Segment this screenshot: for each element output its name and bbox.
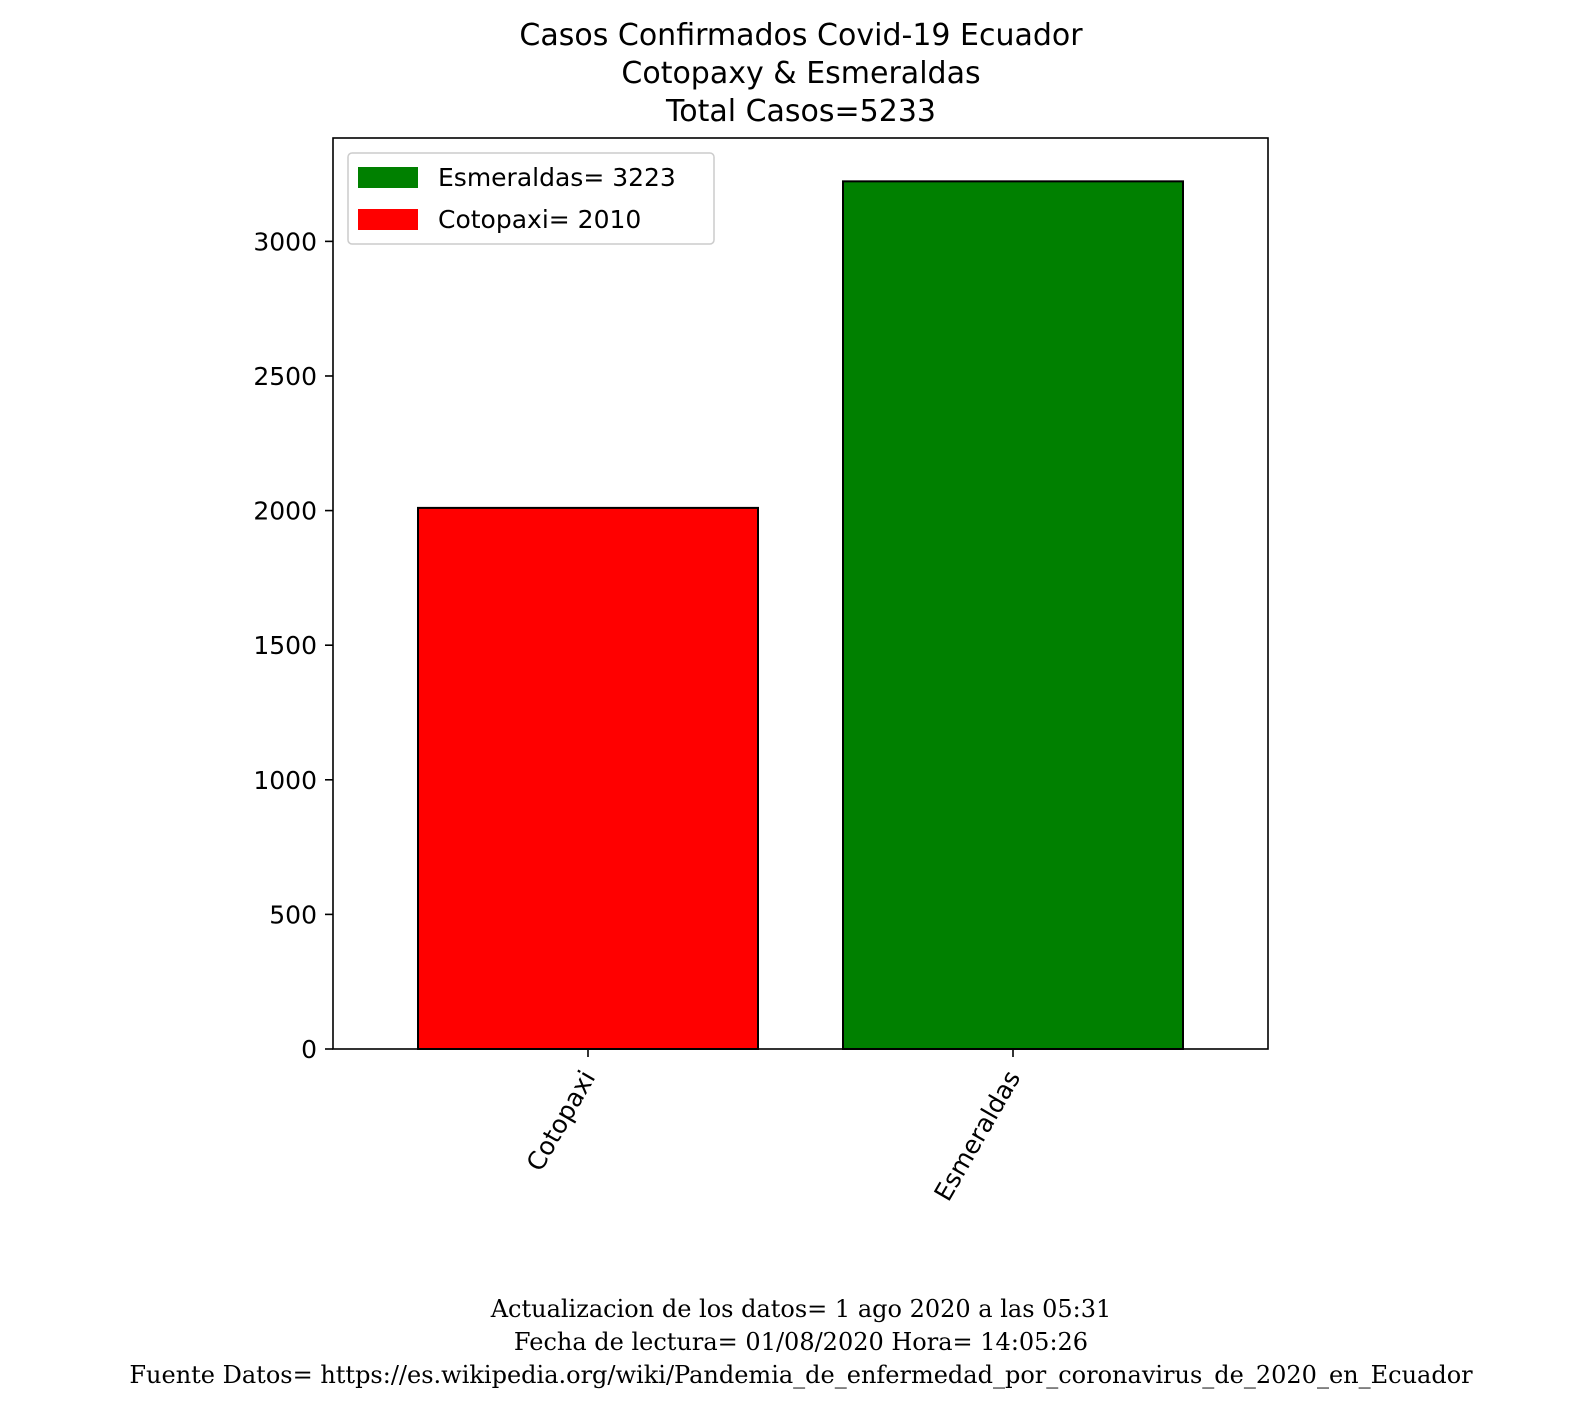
legend: Esmeraldas= 3223 Cotopaxi= 2010 [347, 152, 715, 245]
y-tick-label: 2000 [253, 497, 317, 526]
y-tick-label: 1500 [253, 631, 317, 660]
plot-area-frame [332, 137, 1269, 1050]
bar-cotopaxi [417, 506, 759, 1050]
legend-label: Cotopaxi= 2010 [438, 205, 641, 234]
y-tick-label: 1000 [253, 766, 317, 795]
bar-esmeraldas [842, 180, 1184, 1051]
footer-line-3: Fuente Datos= https://es.wikipedia.org/w… [129, 1361, 1473, 1389]
footer-line-1: Actualizacion de los datos= 1 ago 2020 a… [490, 1295, 1112, 1323]
footer-line-2: Fecha de lectura= 01/08/2020 Hora= 14:05… [514, 1328, 1088, 1356]
y-tick-label: 500 [269, 900, 317, 929]
legend-box [347, 152, 715, 245]
title-line-3: Total Casos=5233 [665, 94, 936, 129]
legend-label: Esmeraldas= 3223 [438, 163, 676, 192]
y-axis: 0 500 1000 1500 2000 2500 3000 [253, 227, 333, 1064]
x-tick-label-esmeraldas: Esmeraldas [928, 1066, 1026, 1206]
y-tick-label: 2500 [253, 362, 317, 391]
legend-swatch [358, 167, 418, 188]
legend-swatch [358, 209, 418, 230]
footer: Actualizacion de los datos= 1 ago 2020 a… [129, 1295, 1473, 1389]
x-axis: Cotopaxi Esmeraldas [521, 1049, 1026, 1206]
y-tick-label: 0 [301, 1035, 317, 1064]
y-tick-label: 3000 [253, 227, 317, 256]
bars [417, 180, 1184, 1051]
chart-title: Casos Confirmados Covid-19 EcuadorCotopa… [519, 18, 1083, 129]
x-tick-label-cotopaxi: Cotopaxi [521, 1066, 602, 1176]
title-line-2: Cotopaxy & Esmeraldas [621, 56, 980, 91]
title-line-1: Casos Confirmados Covid-19 Ecuador [519, 18, 1083, 53]
